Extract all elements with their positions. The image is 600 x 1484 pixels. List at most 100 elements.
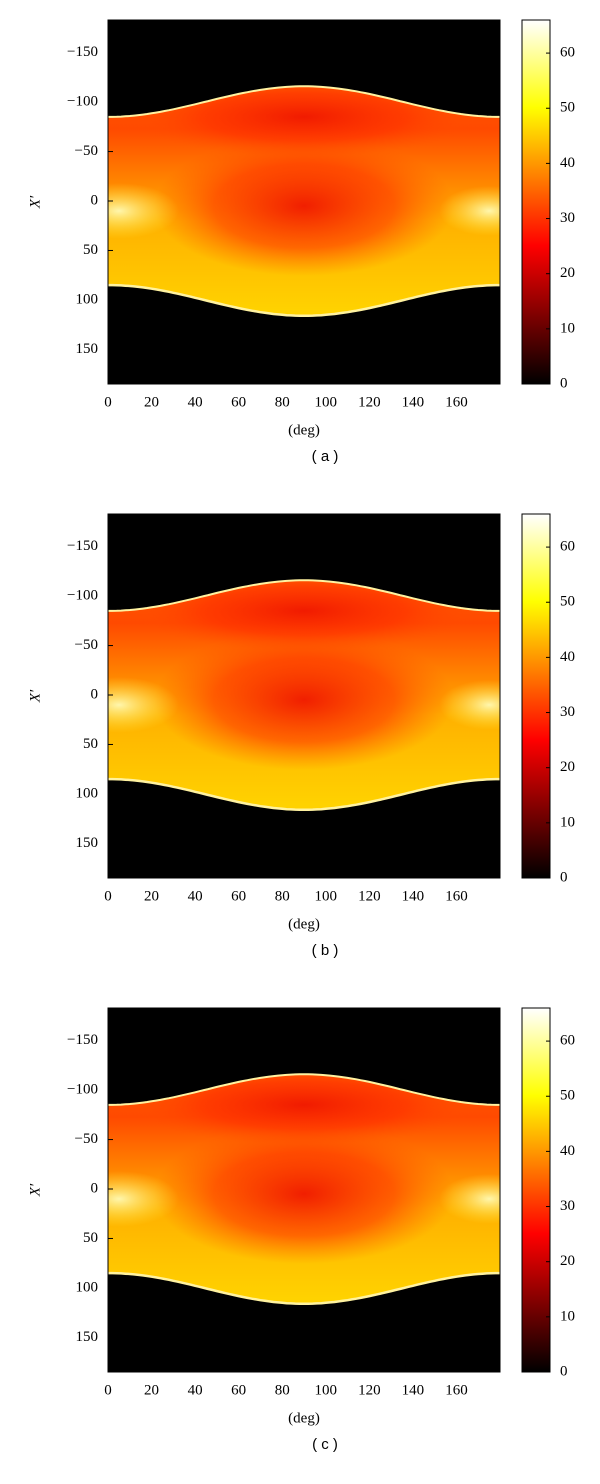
colorbar-tick-label: 20 xyxy=(560,265,575,281)
colorbar-tick-label: 10 xyxy=(560,320,575,336)
colorbar-tick-label: 40 xyxy=(560,155,575,171)
y-tick-label: 100 xyxy=(76,291,99,307)
x-tick-label: 0 xyxy=(104,888,112,904)
x-tick-label: 160 xyxy=(445,888,468,904)
colorbar-tick-label: 60 xyxy=(560,539,575,555)
x-tick-label: 60 xyxy=(231,394,246,410)
colorbar xyxy=(521,513,551,879)
glow xyxy=(108,676,179,733)
plot-frame xyxy=(107,513,501,879)
x-tick-label: 0 xyxy=(104,1382,112,1398)
y-tick-label: 100 xyxy=(76,1279,99,1295)
x-tick-label: 140 xyxy=(402,1382,425,1398)
plot-frame xyxy=(107,1007,501,1373)
y-tick-label: −50 xyxy=(75,1131,98,1147)
y-tick-label: 0 xyxy=(91,1180,99,1196)
colorbar xyxy=(521,19,551,385)
colorbar xyxy=(521,1007,551,1373)
caption: ( a ) xyxy=(312,448,339,465)
colorbar-tick-label: 60 xyxy=(560,1033,575,1049)
x-tick-label: 140 xyxy=(402,394,425,410)
x-tick-label: 120 xyxy=(358,394,381,410)
x-axis-label: (deg) xyxy=(288,916,320,932)
colorbar-tick-label: 20 xyxy=(560,1253,575,1269)
x-tick-label: 100 xyxy=(315,1382,338,1398)
glow xyxy=(439,185,500,236)
x-tick-label: 160 xyxy=(445,394,468,410)
colorbar-tick-label: 60 xyxy=(560,45,575,61)
x-tick-label: 60 xyxy=(231,1382,246,1398)
caption: ( c ) xyxy=(312,1436,338,1453)
x-tick-label: 20 xyxy=(144,888,159,904)
x-tick-label: 80 xyxy=(275,394,290,410)
panel: 0 20 40 60 80 100 120 140 160−150−100−5005010015… xyxy=(27,19,575,465)
x-axis-label: (deg) xyxy=(288,422,320,438)
x-tick-label: 60 xyxy=(231,888,246,904)
band-edge xyxy=(108,777,500,812)
colorbar-tick-label: 30 xyxy=(560,210,575,226)
colorbar-tick-label: 50 xyxy=(560,1088,575,1104)
colorbar-tick-label: 0 xyxy=(560,869,568,885)
colorbar-tick-label: 30 xyxy=(560,704,575,720)
band-edge xyxy=(108,85,500,118)
colorbar-tick-label: 40 xyxy=(560,649,575,665)
x-tick-label: 100 xyxy=(315,394,338,410)
colorbar-tick-label: 0 xyxy=(560,1363,568,1379)
y-tick-label: −100 xyxy=(67,94,98,110)
x-tick-label: 80 xyxy=(275,1382,290,1398)
y-axis-label: X′ xyxy=(27,1183,43,1197)
colorbar-tick-label: 30 xyxy=(560,1198,575,1214)
glow xyxy=(439,679,500,730)
x-tick-label: 0 xyxy=(104,394,112,410)
x-tick-label: 40 xyxy=(188,1382,203,1398)
band-edge xyxy=(108,1073,500,1106)
x-tick-label: 20 xyxy=(144,394,159,410)
y-tick-label: 100 xyxy=(76,785,99,801)
y-tick-label: −50 xyxy=(75,143,98,159)
band-edge xyxy=(108,1271,500,1306)
y-tick-label: −100 xyxy=(67,1082,98,1098)
colorbar-tick-label: 50 xyxy=(560,100,575,116)
panel: 0 20 40 60 80 100 120 140 160−150−100−5005010015… xyxy=(27,1007,575,1453)
y-tick-label: −100 xyxy=(67,588,98,604)
colorbar-tick-label: 40 xyxy=(560,1143,575,1159)
x-tick-label: 120 xyxy=(358,1382,381,1398)
x-axis-label: (deg) xyxy=(288,1410,320,1426)
y-tick-label: −150 xyxy=(67,538,98,554)
x-tick-label: 120 xyxy=(358,888,381,904)
colorbar-tick-label: 0 xyxy=(560,375,568,391)
y-tick-label: 50 xyxy=(83,1230,98,1246)
y-tick-label: 50 xyxy=(83,736,98,752)
glow xyxy=(108,1170,179,1227)
x-tick-label: 100 xyxy=(315,888,338,904)
band-edge xyxy=(108,579,500,612)
y-tick-label: −50 xyxy=(75,637,98,653)
y-tick-label: −150 xyxy=(67,44,98,60)
x-tick-label: 20 xyxy=(144,1382,159,1398)
x-tick-label: 40 xyxy=(188,888,203,904)
colorbar-tick-label: 10 xyxy=(560,1308,575,1324)
y-axis-label: X′ xyxy=(27,195,43,209)
glow xyxy=(439,1173,500,1224)
x-tick-label: 40 xyxy=(188,394,203,410)
plot-frame xyxy=(107,19,501,385)
core xyxy=(154,1123,454,1264)
colorbar-tick-label: 20 xyxy=(560,759,575,775)
colorbar-tick-label: 50 xyxy=(560,594,575,610)
y-tick-label: 150 xyxy=(76,341,99,357)
y-tick-label: −150 xyxy=(67,1032,98,1048)
glow xyxy=(108,182,179,239)
y-tick-label: 0 xyxy=(91,192,99,208)
x-tick-label: 80 xyxy=(275,888,290,904)
y-tick-label: 150 xyxy=(76,1329,99,1345)
colorbar-tick-label: 10 xyxy=(560,814,575,830)
core xyxy=(154,629,454,770)
x-tick-label: 140 xyxy=(402,888,425,904)
y-tick-label: 50 xyxy=(83,242,98,258)
panel: 0 20 40 60 80 100 120 140 160−150−100−5005010015… xyxy=(27,513,575,959)
band-edge xyxy=(108,283,500,318)
core xyxy=(154,135,454,276)
caption: ( b ) xyxy=(312,942,339,959)
